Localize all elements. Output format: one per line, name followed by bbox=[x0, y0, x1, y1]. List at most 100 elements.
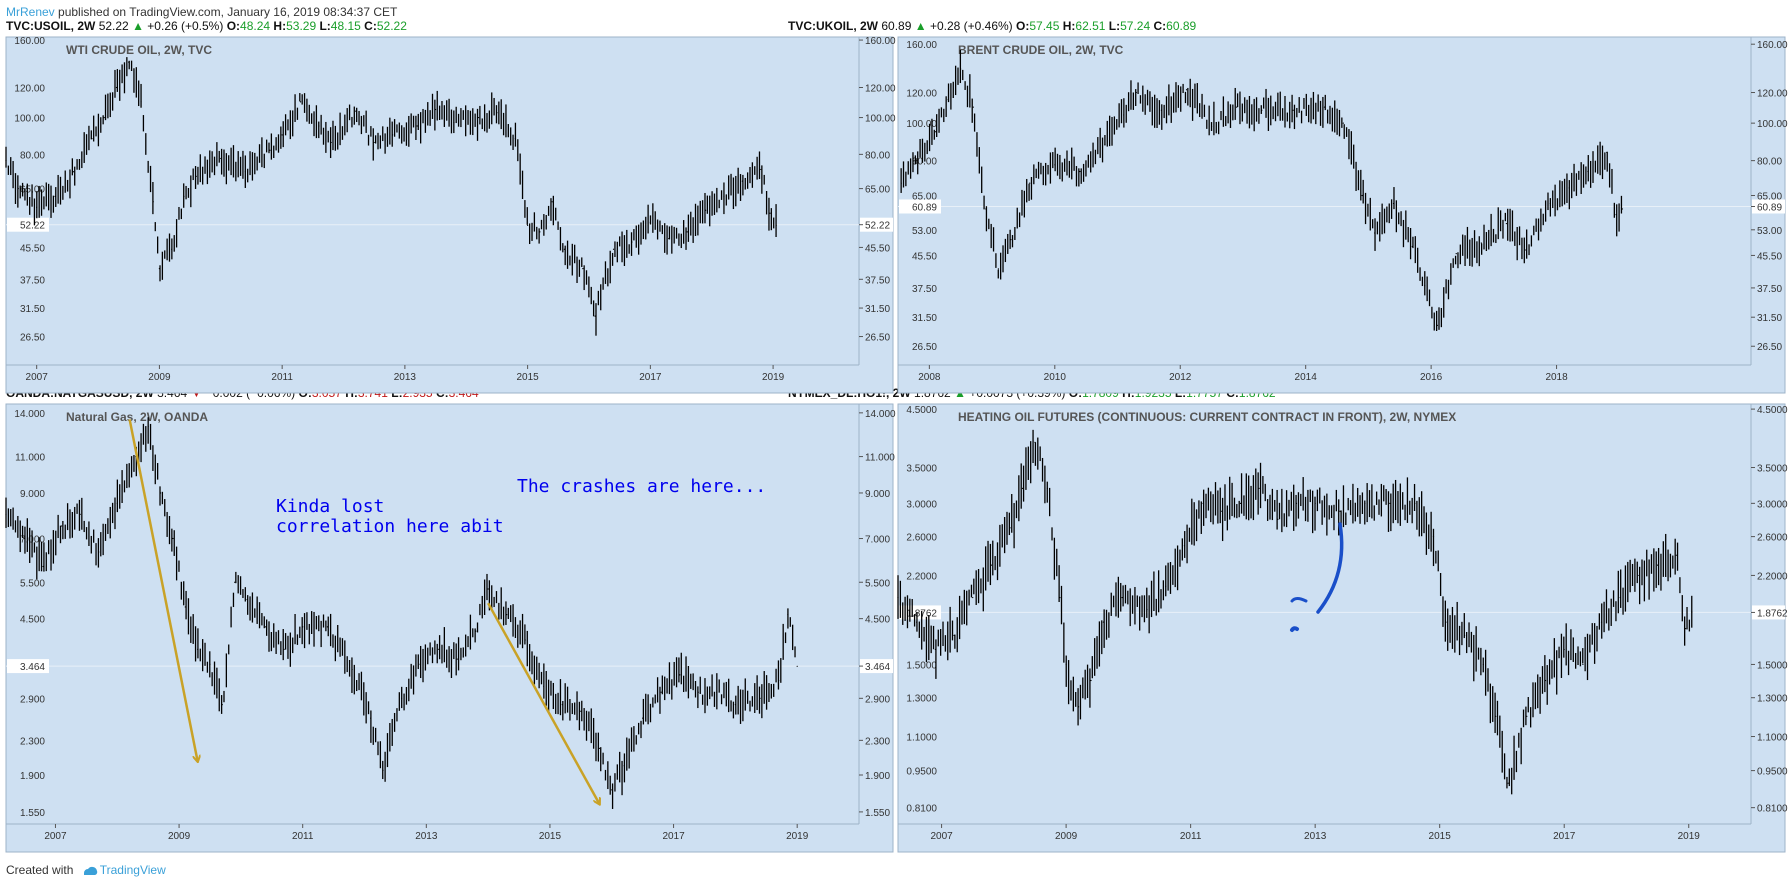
data-point bbox=[1587, 170, 1589, 173]
y-tick-label-right: 3.464 bbox=[865, 662, 890, 673]
y-tick-label-left: 0.8100 bbox=[906, 804, 937, 815]
data-point bbox=[1034, 441, 1036, 443]
data-point bbox=[1090, 679, 1092, 682]
y-tick-label-left: 9.000 bbox=[20, 489, 45, 500]
author-link[interactable]: MrRenev bbox=[6, 5, 55, 19]
data-point bbox=[1374, 232, 1376, 234]
data-point bbox=[496, 112, 498, 114]
data-point bbox=[631, 241, 633, 243]
data-point bbox=[220, 157, 222, 160]
data-point bbox=[373, 141, 375, 144]
data-point bbox=[115, 86, 118, 89]
pen-mark bbox=[1290, 626, 1299, 632]
data-point bbox=[1295, 502, 1298, 504]
close-value: 52.22 bbox=[376, 19, 407, 33]
y-tick-label-right: 100.00 bbox=[865, 114, 896, 125]
data-point bbox=[1505, 222, 1507, 225]
data-point bbox=[524, 639, 526, 641]
publish-line: MrRenev published on TradingView.com, Ja… bbox=[6, 5, 397, 19]
data-point bbox=[1549, 202, 1551, 205]
data-point bbox=[1183, 545, 1186, 547]
data-point bbox=[1021, 487, 1024, 489]
y-tick-label-left: 160.00 bbox=[14, 36, 45, 47]
data-point bbox=[184, 606, 186, 608]
data-point bbox=[79, 513, 81, 515]
tradingview-brand-link[interactable]: TradingView bbox=[99, 863, 166, 877]
data-point bbox=[612, 248, 615, 250]
data-point bbox=[158, 268, 161, 270]
y-tick-label-right: 0.9500 bbox=[1757, 767, 1788, 778]
data-point bbox=[1277, 518, 1279, 520]
data-point bbox=[947, 99, 949, 101]
y-tick-label-right: 11.000 bbox=[865, 453, 895, 464]
high-value: 62.51 bbox=[1075, 19, 1106, 33]
data-point bbox=[734, 704, 736, 706]
panel-header-ukoil: TVC:UKOIL, 2W 60.89 ▲ +0.28 (+0.46%) O:5… bbox=[788, 19, 1197, 33]
y-tick-label-left: 52.22 bbox=[20, 221, 45, 232]
data-point bbox=[1239, 502, 1242, 504]
y-tick-label-left: 1.1000 bbox=[906, 733, 937, 744]
data-point bbox=[355, 110, 357, 112]
data-point bbox=[416, 125, 418, 127]
y-tick-label-left: 53.00 bbox=[912, 226, 937, 237]
data-point bbox=[116, 502, 118, 504]
data-point bbox=[1411, 245, 1413, 248]
data-point bbox=[1445, 621, 1447, 623]
data-point bbox=[1685, 628, 1687, 630]
y-tick-label-left: 4.500 bbox=[20, 615, 45, 626]
data-point bbox=[197, 648, 199, 650]
data-point bbox=[1364, 502, 1366, 504]
y-tick-label-right: 160.00 bbox=[1757, 40, 1788, 51]
data-point bbox=[953, 634, 955, 636]
data-point bbox=[1160, 109, 1163, 111]
data-point bbox=[103, 116, 105, 119]
data-point bbox=[704, 209, 707, 211]
y-tick-label-left: 4.5000 bbox=[906, 405, 937, 416]
data-point bbox=[1046, 487, 1049, 489]
x-tick-label: 2019 bbox=[1678, 831, 1701, 842]
data-point bbox=[1065, 663, 1067, 666]
data-point bbox=[265, 626, 267, 628]
y-tick-label-right: 1.3000 bbox=[1757, 694, 1788, 705]
data-point bbox=[23, 537, 26, 540]
y-tick-label-left: 14.000 bbox=[14, 409, 45, 420]
data-point bbox=[1436, 324, 1438, 327]
data-point bbox=[623, 765, 625, 767]
data-point bbox=[195, 175, 197, 177]
data-point bbox=[660, 691, 662, 693]
data-point bbox=[42, 565, 44, 568]
data-point bbox=[382, 769, 384, 771]
open-value: 48.24 bbox=[240, 19, 271, 33]
y-tick-label-left: 120.00 bbox=[14, 84, 45, 95]
x-tick-label: 2011 bbox=[1180, 831, 1202, 842]
data-point bbox=[897, 596, 899, 599]
data-point bbox=[351, 668, 353, 671]
y-tick-label-left: 26.50 bbox=[20, 333, 45, 344]
y-tick-label-left: 160.00 bbox=[906, 40, 937, 51]
data-point bbox=[1009, 527, 1011, 529]
symbol-label[interactable]: TVC:UKOIL, 2W bbox=[788, 19, 878, 33]
data-point bbox=[246, 598, 248, 601]
data-point bbox=[679, 674, 681, 676]
symbol-label[interactable]: TVC:USOIL, 2W bbox=[6, 19, 96, 33]
data-point bbox=[1691, 611, 1693, 613]
data-point bbox=[434, 108, 437, 111]
data-point bbox=[453, 121, 455, 124]
low-value: 48.15 bbox=[330, 19, 361, 33]
chart-title: WTI CRUDE OIL, 2W, TVC bbox=[66, 43, 212, 57]
data-point bbox=[527, 224, 529, 226]
data-point bbox=[1463, 634, 1466, 636]
y-tick-label-left: 26.50 bbox=[912, 342, 937, 353]
published-text: published on TradingView.com, January 16… bbox=[58, 5, 398, 19]
x-tick-label: 2009 bbox=[168, 831, 191, 842]
annotation-text: The crashes are here... bbox=[517, 476, 766, 497]
data-point bbox=[935, 131, 937, 133]
y-tick-label-right: 160.00 bbox=[865, 36, 896, 47]
x-tick-label: 2017 bbox=[639, 372, 662, 383]
x-tick-label: 2007 bbox=[44, 831, 67, 842]
data-point bbox=[1619, 596, 1621, 599]
data-point bbox=[787, 614, 789, 616]
y-tick-label-right: 60.89 bbox=[1757, 202, 1782, 213]
data-point bbox=[543, 685, 545, 687]
